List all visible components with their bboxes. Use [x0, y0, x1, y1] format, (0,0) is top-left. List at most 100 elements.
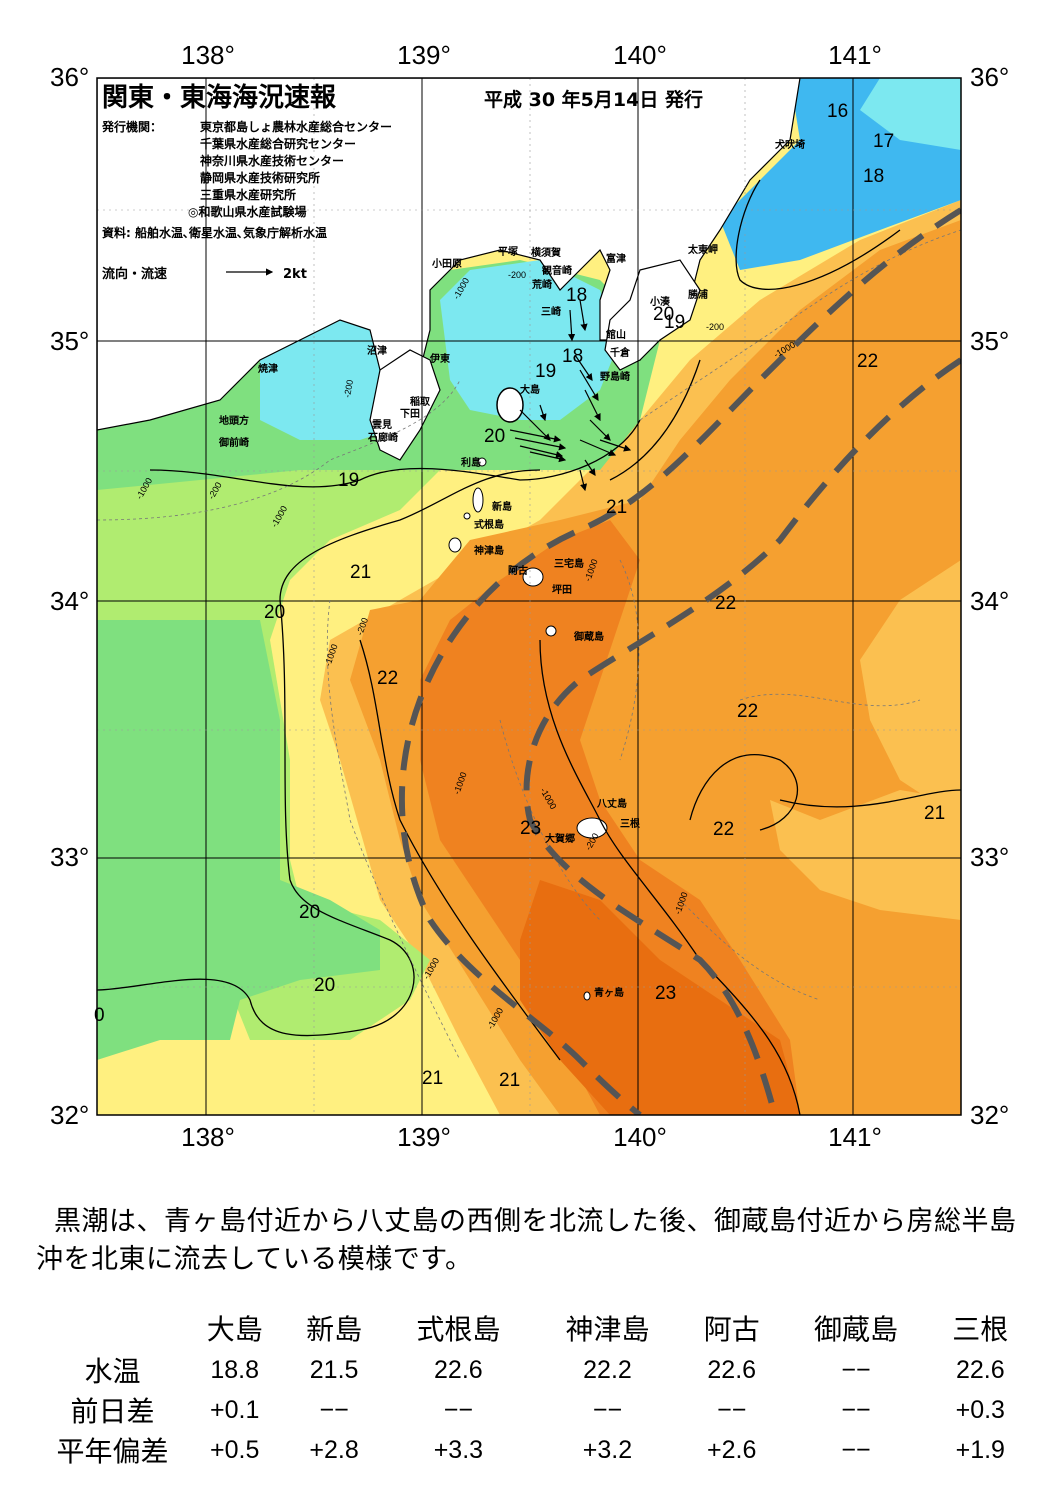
- isotherm-label: 0: [94, 1005, 105, 1026]
- table-header-row: 大島 新島 式根島 神津島 阿古 御蔵島 三根: [40, 1306, 1030, 1350]
- lon-label-top: 139°: [397, 40, 451, 70]
- depth-label: -200: [508, 270, 526, 280]
- place-label: 三根: [620, 817, 640, 830]
- table-cell: −−: [841, 1355, 871, 1384]
- column-header: 新島: [306, 1314, 363, 1345]
- table-cell: +3.2: [582, 1435, 633, 1464]
- table-corner: [40, 1306, 185, 1350]
- isotherm-label: 20: [653, 304, 674, 325]
- isotherm-label: 22: [713, 819, 734, 840]
- flow-scale: 2kt: [283, 267, 307, 282]
- isotherm-label: 22: [715, 593, 736, 614]
- island-hachijo: [576, 817, 608, 839]
- lon-label-bottom: 138°: [181, 1122, 235, 1152]
- isotherm-label: 20: [484, 426, 505, 447]
- place-label: 館山: [605, 328, 626, 341]
- flow-legend-label: 流向・流速: [102, 266, 167, 282]
- isotherm-label: 23: [520, 818, 541, 839]
- place-label: 焼津: [258, 362, 278, 375]
- place-label: 三宅島: [554, 557, 584, 570]
- isotherm-label: 18: [562, 346, 583, 367]
- place-label: 下田: [400, 408, 420, 420]
- column-header: 神津島: [565, 1314, 650, 1345]
- axis-labels: 138° 139° 140° 141° 138° 139° 140° 141° …: [50, 40, 1009, 1152]
- table-cell: 22.6: [434, 1355, 483, 1384]
- place-label: 富津: [606, 252, 626, 265]
- lat-label-right: 35°: [970, 326, 1009, 356]
- isotherm-label: 20: [299, 902, 320, 923]
- isotherm-label: 18: [566, 285, 587, 306]
- place-label: 新島: [492, 500, 512, 513]
- place-label: 雲見: [372, 419, 392, 431]
- place-label: 大賀郷: [545, 832, 575, 845]
- lat-label-left: 36°: [50, 62, 89, 92]
- lon-label-bottom: 140°: [613, 1122, 667, 1152]
- lon-label-top: 141°: [828, 40, 882, 70]
- issuer: ◎和歌山県水産試験場: [188, 204, 306, 219]
- lat-label-right: 36°: [970, 62, 1009, 92]
- isotherm-label: 22: [857, 351, 878, 372]
- table-cell: 22.6: [707, 1355, 757, 1384]
- description-line: 黒潮は、青ヶ島付近から八丈島の西側を北流した後、御蔵島付近から房総半島: [54, 1206, 1017, 1237]
- island-mikura: [545, 625, 557, 637]
- isotherm-label: 18: [863, 166, 884, 187]
- zone-cyan: [440, 260, 620, 420]
- place-label: 式根島: [474, 518, 504, 531]
- table-cell: −−: [841, 1395, 871, 1424]
- place-label: 小湊: [649, 295, 671, 308]
- island-aogashima: [583, 991, 591, 1001]
- station-temperature-table: 大島 新島 式根島 神津島 阿古 御蔵島 三根 水温 18.8 21.5 22.…: [40, 1306, 1030, 1470]
- issue-date: 平成 30 年5月14日 発行: [484, 88, 703, 111]
- island-miyake: [522, 567, 544, 587]
- table-cell: +0.3: [955, 1395, 1005, 1424]
- isotherm-label: 21: [350, 562, 371, 583]
- zone-deep-orange: [520, 880, 800, 1115]
- table-cell: −−: [592, 1395, 623, 1424]
- depth-label: -200: [342, 379, 355, 398]
- row-header: 平年偏差: [56, 1436, 169, 1467]
- isotherm-label: 20: [314, 975, 335, 996]
- isotherm-label: 21: [422, 1068, 443, 1089]
- isotherm-label: 21: [499, 1070, 520, 1091]
- place-label: 石廊崎: [367, 431, 398, 444]
- lon-label-top: 138°: [181, 40, 235, 70]
- table-cell: +0.5: [210, 1435, 260, 1464]
- column-header: 御蔵島: [813, 1314, 898, 1345]
- place-label: 犬吠埼: [775, 138, 805, 151]
- data-source: 資料: 船舶水温､衛星水温､気象庁解析水温: [102, 225, 327, 240]
- place-label: 八丈島: [596, 797, 627, 810]
- grid: [97, 78, 961, 1115]
- island-niijima: [472, 487, 484, 513]
- isotherm-labels: 16 17 18 18 18 20 19 19 20 19 21 20 21 2…: [94, 101, 945, 1091]
- issuer: 三重県水産研究所: [200, 187, 296, 202]
- table-cell: −−: [717, 1395, 747, 1424]
- place-label: 平塚: [498, 245, 518, 258]
- zone-cyan-ne: [860, 78, 961, 150]
- lon-label-bottom: 141°: [828, 1122, 882, 1152]
- column-header: 式根島: [416, 1314, 501, 1345]
- isotherm-label: 19: [664, 312, 685, 333]
- description-line: 沖を北東に流去している模様です。: [36, 1244, 473, 1275]
- zone-light-patch: [770, 790, 961, 920]
- column-header: 阿古: [703, 1314, 760, 1345]
- place-label: 大島: [520, 383, 540, 396]
- place-label: 稲取: [410, 395, 431, 408]
- table-cell: +0.1: [210, 1395, 260, 1424]
- lat-label-left: 35°: [50, 326, 89, 356]
- table-cell: 22.6: [955, 1355, 1005, 1384]
- place-label: 三崎: [541, 305, 561, 318]
- isotherm-label: 21: [924, 803, 945, 824]
- lat-label-right: 33°: [970, 842, 1009, 872]
- table-cell: 21.5: [309, 1355, 359, 1384]
- table-cell: +2.6: [707, 1435, 757, 1464]
- table-cell: −−: [841, 1435, 871, 1464]
- table-row: 前日差 +0.1 −− −− −− −− −− +0.3: [40, 1390, 1030, 1430]
- current-arrows: [509, 299, 632, 492]
- map-area: [97, 78, 961, 1115]
- table-row: 平年偏差 +0.5 +2.8 +3.3 +3.2 +2.6 −− +1.9: [40, 1430, 1030, 1470]
- isotherm-label: 19: [535, 361, 556, 382]
- lon-label-bottom: 139°: [397, 1122, 451, 1152]
- isotherm-label: 21: [606, 497, 627, 518]
- place-label: 地頭方: [219, 414, 249, 427]
- lat-label-left: 34°: [50, 586, 89, 616]
